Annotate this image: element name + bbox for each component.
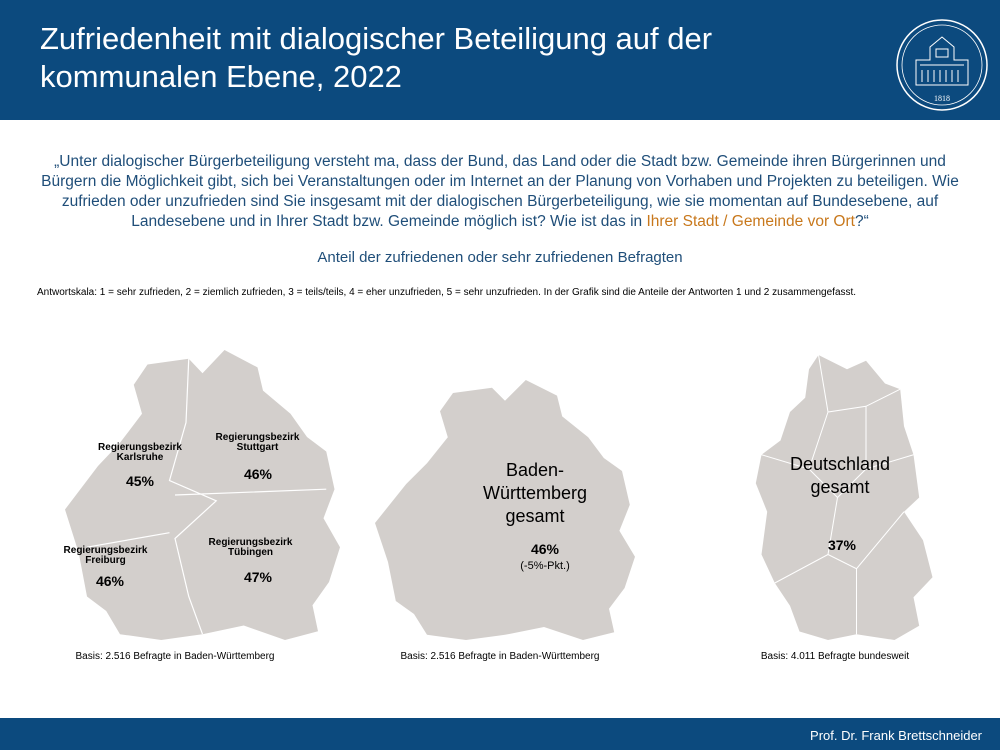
region-label: Regierungsbezirk Karlsruhe	[98, 442, 182, 463]
map-label: Deutschland gesamt	[789, 454, 891, 497]
region-value: 46%	[243, 466, 273, 482]
map-label: Baden-Württemberg gesamt	[482, 460, 588, 526]
question-highlight: Ihrer Stadt / Gemeinde vor Ort	[646, 213, 855, 230]
question-text: „Unter dialogischer Bürgerbeteiligung ve…	[41, 153, 959, 230]
footer-text: Prof. Dr. Frank Brettschneider	[810, 728, 982, 743]
region-label: Regierungsbezirk Stuttgart	[215, 432, 300, 453]
basis: Basis: 2.516 Befragte in Baden-Württembe…	[75, 651, 275, 662]
map-de	[755, 355, 933, 640]
logo: 1818	[896, 19, 988, 111]
question-end: ?“	[854, 213, 869, 230]
region-value: 46%	[95, 573, 125, 589]
maps	[65, 350, 933, 640]
map-change: (-5%-Pkt.)	[520, 560, 570, 572]
map-bw-regions	[65, 350, 340, 640]
basis: Basis: 2.516 Befragte in Baden-Württembe…	[400, 651, 600, 662]
map-value: 37%	[827, 537, 857, 553]
question: „Unter dialogischer Bürgerbeteiligung ve…	[30, 152, 970, 232]
scale-note: Antwortskala: 1 = sehr zufrieden, 2 = zi…	[37, 287, 857, 298]
header-bar	[0, 0, 1000, 120]
map-value: 46%	[530, 541, 560, 557]
basis: Basis: 4.011 Befragte bundesweit	[760, 651, 910, 662]
footer-bar	[0, 718, 1000, 750]
region-value: 47%	[243, 569, 273, 585]
title: Zufriedenheit mit dialogischer Beteiligu…	[40, 21, 713, 94]
region-label: Regierungsbezirk Tübingen	[208, 537, 293, 558]
region-label: Regierungsbezirk Freiburg	[63, 545, 148, 566]
region-value: 45%	[125, 473, 155, 489]
subtitle: Anteil der zufriedenen oder sehr zufried…	[317, 249, 683, 266]
logo-year: 1818	[934, 94, 950, 103]
